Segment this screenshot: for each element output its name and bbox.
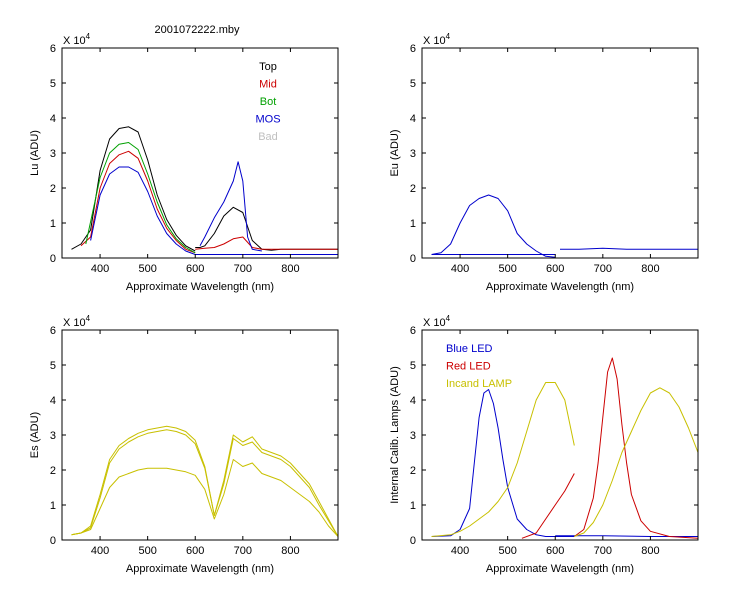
x-tick-label-lu-1: 500 xyxy=(138,263,156,275)
y-tick-label-lu-3: 3 xyxy=(50,148,56,160)
series-line-cal-2 xyxy=(431,382,698,537)
series-line-eu-0 xyxy=(431,194,698,258)
series-line-es-1 xyxy=(71,429,338,537)
y-axis-label-cal: Internal Calib. Lamps (ADU) xyxy=(389,366,401,504)
x-tick-label-es-4: 800 xyxy=(281,545,299,557)
y-axis-label-eu: Eu (ADU) xyxy=(389,129,401,176)
plot-frame-lu xyxy=(61,47,339,259)
y-tick-label-es-4: 4 xyxy=(50,395,56,407)
y-tick-label-eu-6: 6 xyxy=(410,43,416,55)
legend-item-cal-2: Incand LAMP xyxy=(446,378,512,390)
y-tick-label-lu-2: 2 xyxy=(50,183,56,195)
series-line-lu-2 xyxy=(85,142,196,254)
x-tick-label-cal-0: 400 xyxy=(451,545,469,557)
y-tick-label-lu-4: 4 xyxy=(50,113,56,125)
multiplier-es: X 104 xyxy=(63,314,91,329)
legend-item-cal-1: Red LED xyxy=(446,361,491,373)
y-tick-label-es-3: 3 xyxy=(50,430,56,442)
legend-item-lu-3: MOS xyxy=(255,114,280,126)
x-tick-label-es-2: 600 xyxy=(186,545,204,557)
multiplier-eu: X 104 xyxy=(423,32,451,47)
panel-es: 400 500 600 700 800 0 1 2 3 4 5 6 X 104 Approximate W… xyxy=(29,314,339,575)
y-tick-label-lu-1: 1 xyxy=(50,218,56,230)
legend-item-cal-0: Blue LED xyxy=(446,343,493,355)
x-tick-label-eu-4: 800 xyxy=(641,263,659,275)
legend-item-lu-0: Top xyxy=(259,61,277,73)
x-tick-label-cal-2: 600 xyxy=(546,545,564,557)
multiplier-lu: X 104 xyxy=(63,32,91,47)
multiplier-cal: X 104 xyxy=(423,314,451,329)
y-tick-label-es-0: 0 xyxy=(50,535,56,547)
legend-item-lu-4: Bad xyxy=(258,131,278,143)
x-axis-label-lu: Approximate Wavelength (nm) xyxy=(126,281,274,293)
panel-cal: 400 500 600 700 800 0 1 2 3 4 5 6 X 104 Approximate W… xyxy=(389,314,699,575)
panel-lu: 400 500 600 700 800 0 1 2 3 4 5 6 X 104 Approximate W… xyxy=(29,32,339,293)
x-axis-label-cal: Approximate Wavelength (nm) xyxy=(486,563,634,575)
figure-title: 2001072222.mby xyxy=(154,24,240,36)
y-tick-label-es-6: 6 xyxy=(50,325,56,337)
x-tick-label-lu-2: 600 xyxy=(186,263,204,275)
series-line-es-2 xyxy=(71,459,338,537)
series-line-cal-1 xyxy=(521,357,698,539)
y-tick-label-eu-0: 0 xyxy=(410,253,416,265)
x-tick-label-cal-4: 800 xyxy=(641,545,659,557)
legend-item-lu-2: Bot xyxy=(260,96,277,108)
y-tick-label-eu-2: 2 xyxy=(410,183,416,195)
y-tick-label-es-5: 5 xyxy=(50,360,56,372)
y-tick-label-es-2: 2 xyxy=(50,465,56,477)
y-tick-label-cal-3: 3 xyxy=(410,430,416,442)
legend-item-lu-1: Mid xyxy=(259,79,277,91)
x-tick-label-lu-4: 800 xyxy=(281,263,299,275)
y-tick-label-eu-5: 5 xyxy=(410,78,416,90)
y-tick-label-eu-3: 3 xyxy=(410,148,416,160)
y-tick-label-cal-1: 1 xyxy=(410,500,416,512)
y-tick-label-cal-0: 0 xyxy=(410,535,416,547)
x-axis-label-eu: Approximate Wavelength (nm) xyxy=(486,281,634,293)
y-tick-label-eu-1: 1 xyxy=(410,218,416,230)
x-tick-label-lu-0: 400 xyxy=(91,263,109,275)
y-tick-label-eu-4: 4 xyxy=(410,113,416,125)
y-tick-label-cal-5: 5 xyxy=(410,360,416,372)
x-tick-label-eu-1: 500 xyxy=(498,263,516,275)
x-tick-label-es-1: 500 xyxy=(138,545,156,557)
x-tick-label-eu-2: 600 xyxy=(546,263,564,275)
x-tick-label-lu-3: 700 xyxy=(234,263,252,275)
x-tick-label-cal-3: 700 xyxy=(594,545,612,557)
series-line-lu-0 xyxy=(71,126,338,252)
plot-frame-eu xyxy=(421,47,699,259)
plot-frame-es xyxy=(61,329,339,541)
series-line-es-0 xyxy=(71,425,338,537)
series-line-lu-1 xyxy=(80,150,338,254)
y-tick-label-lu-6: 6 xyxy=(50,43,56,55)
y-tick-label-cal-2: 2 xyxy=(410,465,416,477)
y-axis-label-es: Es (ADU) xyxy=(29,412,41,458)
x-tick-label-cal-1: 500 xyxy=(498,545,516,557)
x-tick-label-es-0: 400 xyxy=(91,545,109,557)
x-tick-label-eu-3: 700 xyxy=(594,263,612,275)
y-tick-label-cal-4: 4 xyxy=(410,395,416,407)
series-line-lu-3 xyxy=(90,161,338,255)
y-tick-label-lu-5: 5 xyxy=(50,78,56,90)
y-tick-label-lu-0: 0 xyxy=(50,253,56,265)
x-tick-label-es-3: 700 xyxy=(234,545,252,557)
panel-eu: 400 500 600 700 800 0 1 2 3 4 5 6 X 104 Approximate W… xyxy=(389,32,699,293)
y-tick-label-cal-6: 6 xyxy=(410,325,416,337)
y-tick-label-es-1: 1 xyxy=(50,500,56,512)
series-line-cal-0 xyxy=(431,389,698,537)
x-axis-label-es: Approximate Wavelength (nm) xyxy=(126,563,274,575)
y-axis-label-lu: Lu (ADU) xyxy=(29,130,41,176)
x-tick-label-eu-0: 400 xyxy=(451,263,469,275)
